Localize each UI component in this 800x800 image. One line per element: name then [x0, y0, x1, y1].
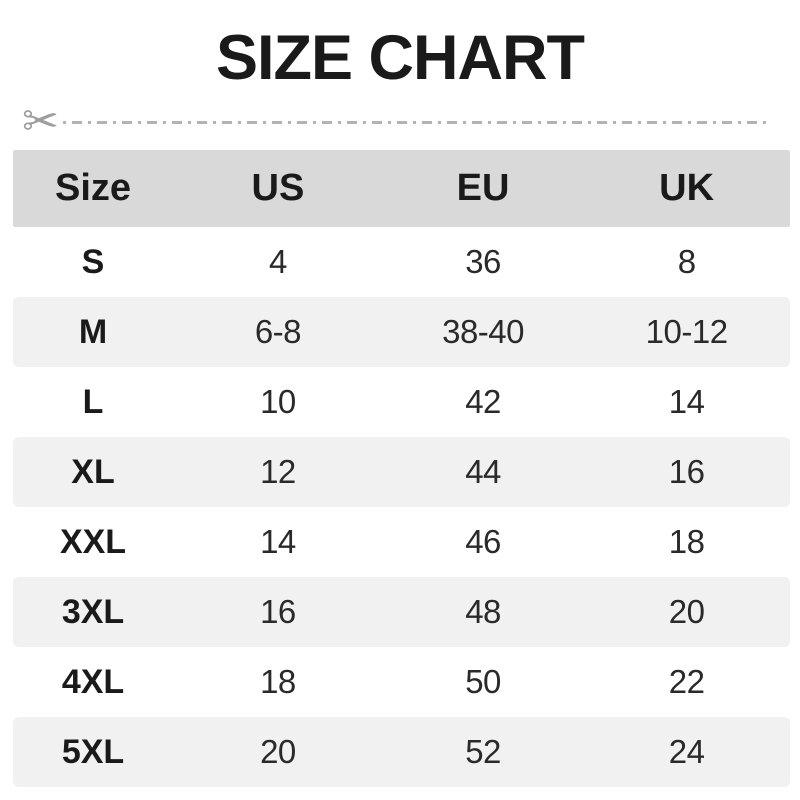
size-label: 4XL [61, 662, 125, 701]
us-value: 6-8 [254, 313, 302, 350]
us-value: 18 [260, 663, 296, 700]
table-header-row: Size US EU UK [13, 150, 790, 227]
size-label: XXL [59, 522, 127, 561]
size-label: L [82, 382, 104, 421]
uk-value: 22 [668, 663, 705, 700]
eu-value: 42 [465, 383, 501, 420]
size-label: XL [71, 452, 115, 491]
table-row-5xl: 5XL 20 52 24 [13, 717, 790, 787]
page-title: SIZE CHART [216, 23, 585, 93]
column-header-us: US [251, 167, 305, 209]
size-label: 5XL [61, 732, 125, 771]
table-row-m: M 6-8 38-40 10-12 [13, 297, 790, 367]
us-value: 12 [260, 453, 296, 490]
table-row-s: S 4 36 8 [13, 227, 790, 297]
uk-value: 18 [668, 523, 705, 560]
eu-value: 50 [465, 663, 501, 700]
column-header-size: Size [55, 167, 132, 209]
eu-value: 38-40 [442, 313, 524, 350]
us-value: 14 [260, 523, 296, 560]
scissors-icon: ✂ [22, 97, 59, 146]
size-chart-table: Size US EU UK S 4 36 8 M 6-8 38-40 10-12… [13, 150, 790, 787]
size-label: M [78, 312, 108, 351]
us-value: 10 [260, 383, 296, 420]
table-row-xxl: XXL 14 46 18 [13, 507, 790, 577]
uk-value: 16 [668, 453, 705, 490]
uk-value: 8 [677, 243, 696, 280]
eu-value: 46 [465, 523, 501, 560]
column-header-uk: UK [659, 167, 715, 209]
size-label: S [81, 242, 105, 281]
eu-value: 48 [465, 593, 501, 630]
us-value: 4 [269, 243, 287, 280]
cut-line: ✂ [0, 97, 800, 146]
uk-value: 24 [668, 733, 705, 770]
uk-value: 14 [668, 383, 705, 420]
column-header-eu: EU [456, 167, 510, 209]
table-row-l: L 10 42 14 [13, 367, 790, 437]
eu-value: 36 [465, 243, 501, 280]
uk-value: 10-12 [645, 313, 728, 350]
uk-value: 20 [668, 593, 705, 630]
us-value: 16 [260, 593, 296, 630]
table-row-3xl: 3XL 16 48 20 [13, 577, 790, 647]
eu-value: 44 [465, 453, 501, 490]
table-row-4xl: 4XL 18 50 22 [13, 647, 790, 717]
eu-value: 52 [465, 733, 501, 770]
dashed-divider [62, 120, 770, 124]
table-row-xl: XL 12 44 16 [13, 437, 790, 507]
us-value: 20 [260, 733, 296, 770]
size-label: 3XL [61, 592, 125, 631]
